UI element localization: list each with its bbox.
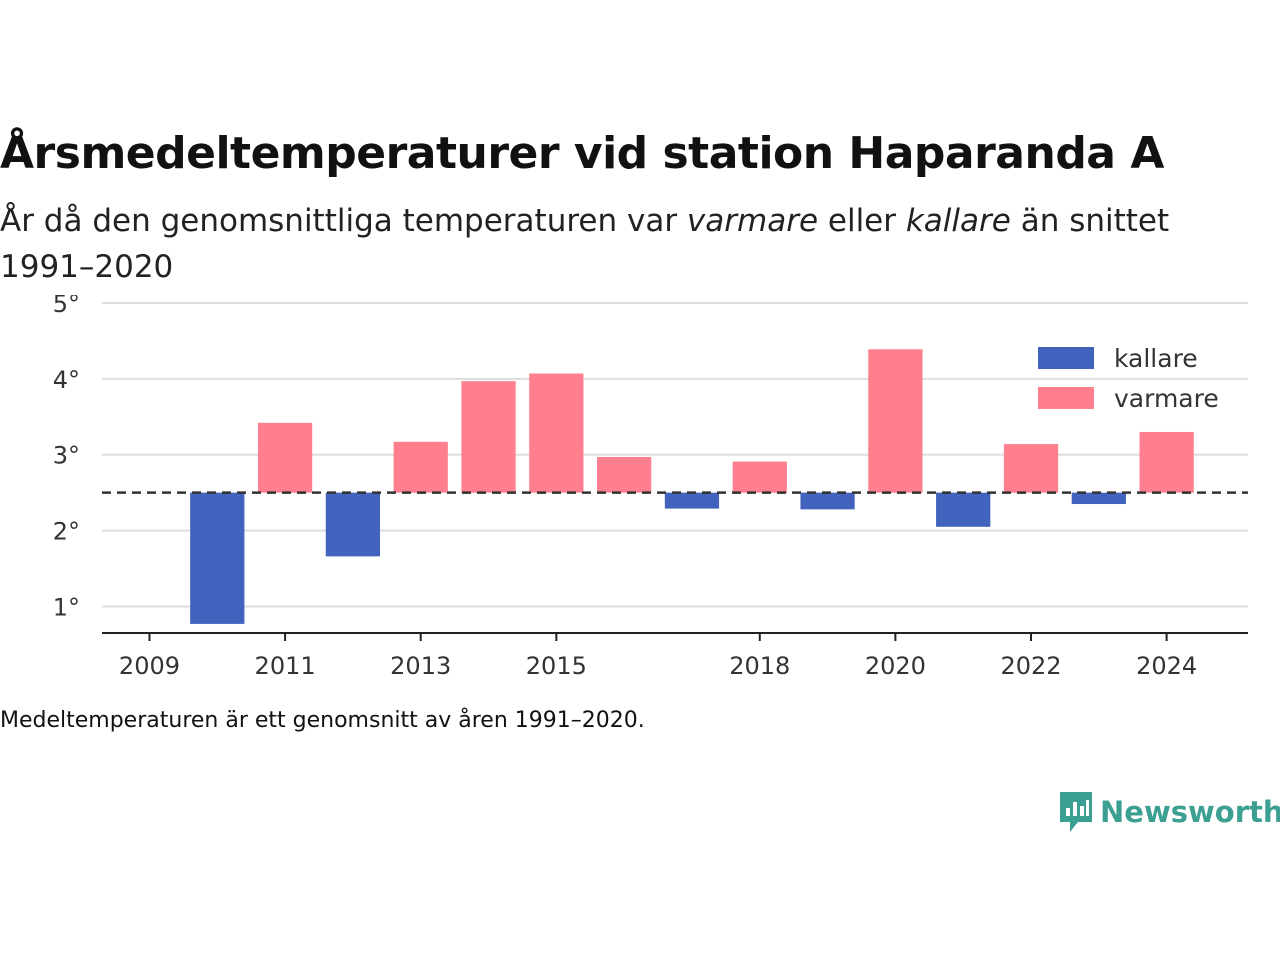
y-axis-ticks: 1° 2° 3° 4° 5° bbox=[53, 295, 80, 621]
bar-varmare bbox=[732, 461, 787, 493]
bar-varmare bbox=[1003, 444, 1059, 493]
x-tick-label: 2009 bbox=[119, 652, 180, 680]
legend-label-kallare: kallare bbox=[1114, 344, 1198, 373]
legend-swatch-kallare bbox=[1038, 347, 1094, 369]
bar-varmare bbox=[1139, 431, 1194, 493]
x-axis-ticks: 2009 2011 2013 2015 2018 2020 2022 2024 bbox=[119, 633, 1197, 680]
subtitle-emphasis-warmer: varmare bbox=[686, 203, 819, 239]
bar-kallare bbox=[325, 492, 381, 557]
newsworthy-chart-bubble-icon bbox=[1060, 792, 1092, 832]
chart-title: Årsmedeltemperaturer vid station Haparan… bbox=[0, 128, 1164, 179]
x-tick-label: 2024 bbox=[1136, 652, 1197, 680]
newsworthy-logo: Newsworthy bbox=[1058, 790, 1280, 834]
x-tick-label: 2018 bbox=[729, 652, 790, 680]
x-tick-label: 2022 bbox=[1000, 652, 1061, 680]
y-tick-label: 4° bbox=[53, 366, 80, 394]
logo-text: Newsworthy bbox=[1100, 795, 1280, 829]
subtitle-text-3: än snittet 1991–2020 bbox=[0, 203, 1170, 285]
chart-subtitle: År då den genomsnittliga temperaturen va… bbox=[0, 198, 1200, 290]
x-tick-label: 2011 bbox=[255, 652, 316, 680]
x-tick-label: 2013 bbox=[390, 652, 451, 680]
bar-layer bbox=[190, 349, 1194, 624]
y-tick-label: 2° bbox=[53, 518, 80, 546]
footnote: Medeltemperaturen är ett genomsnitt av å… bbox=[0, 708, 645, 733]
x-tick-label: 2015 bbox=[526, 652, 587, 680]
y-tick-label: 5° bbox=[53, 295, 80, 318]
bar-kallare bbox=[1071, 492, 1126, 505]
bar-varmare bbox=[597, 457, 652, 493]
bar-kallare bbox=[664, 492, 720, 509]
legend-label-varmare: varmare bbox=[1114, 384, 1219, 413]
bar-kallare bbox=[936, 492, 991, 527]
y-tick-label: 1° bbox=[53, 593, 80, 621]
bar-varmare bbox=[393, 441, 448, 493]
legend: kallare varmare bbox=[1038, 344, 1219, 413]
legend-swatch-varmare bbox=[1038, 387, 1094, 409]
x-tick-label: 2020 bbox=[865, 652, 926, 680]
bar-varmare bbox=[257, 422, 313, 493]
bar-kallare bbox=[190, 492, 245, 624]
subtitle-text-2: eller bbox=[818, 203, 906, 239]
bar-chart: 1°2°3°4°5° 2009 2011 2013 2015 2018 2020 2022 2… bbox=[53, 295, 1248, 680]
bar-varmare bbox=[461, 381, 516, 493]
y-tick-label: 3° bbox=[53, 442, 80, 470]
bar-varmare bbox=[868, 349, 923, 493]
bar-kallare bbox=[800, 492, 855, 510]
subtitle-emphasis-colder: kallare bbox=[905, 203, 1011, 239]
subtitle-text-1: År då den genomsnittliga temperaturen va… bbox=[0, 203, 687, 239]
bar-varmare bbox=[529, 373, 584, 493]
